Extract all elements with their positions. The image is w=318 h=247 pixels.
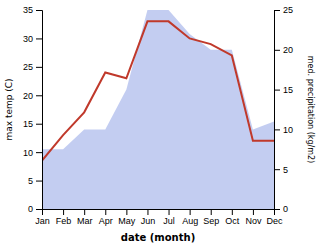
- tick-label: Apr: [99, 216, 113, 226]
- axis-line: [275, 11, 281, 210]
- tick: Jan: [35, 209, 50, 226]
- y2-axis: 0 5 10 15 20 25: [274, 5, 293, 214]
- axis-line: [36, 11, 43, 210]
- tick-mark: [36, 95, 42, 96]
- tick-mark: [36, 124, 42, 125]
- tick: Jul: [163, 209, 175, 226]
- tick: 0: [28, 204, 42, 214]
- y-axis-title: max temp (C): [4, 78, 14, 140]
- tick-label: Jul: [163, 216, 175, 226]
- tick-mark: [274, 169, 280, 170]
- tick-label: 20: [23, 91, 33, 101]
- y-axis: 0 5 10 15 20 25 30 35: [23, 5, 43, 214]
- tick: Feb: [56, 209, 72, 226]
- tick-mark: [274, 10, 280, 11]
- tick: 10: [23, 148, 42, 158]
- tick: 25: [23, 62, 42, 72]
- plot: JanFebMarAprMayJunJulAugSepOctNovDec0510…: [4, 5, 315, 243]
- tick-label: 25: [283, 5, 293, 15]
- tick-label: 5: [28, 176, 33, 186]
- tick-label: 35: [23, 5, 33, 15]
- tick: 15: [23, 119, 42, 129]
- tick-mark: [105, 209, 106, 215]
- tick-label: 10: [283, 125, 293, 135]
- tick-label: 0: [28, 204, 33, 214]
- tick-label: May: [118, 216, 136, 226]
- tick: 15: [274, 85, 293, 95]
- tick: Aug: [182, 209, 198, 226]
- tick-mark: [36, 209, 42, 210]
- tick-label: 10: [23, 148, 33, 158]
- tick: Mar: [77, 209, 93, 226]
- tick-mark: [147, 209, 148, 215]
- tick: Apr: [99, 209, 113, 226]
- tick-label: 25: [23, 62, 33, 72]
- tick: 35: [23, 5, 42, 15]
- tick-mark: [84, 209, 85, 215]
- tick: 30: [23, 34, 42, 44]
- tick-label: Feb: [56, 216, 72, 226]
- x-axis-title: date (month): [121, 232, 195, 243]
- tick: Nov: [245, 209, 262, 226]
- tick-mark: [36, 181, 42, 182]
- tick-mark: [36, 152, 42, 153]
- tick-label: Dec: [266, 216, 283, 226]
- tick: May: [118, 209, 136, 226]
- tick: Oct: [225, 209, 240, 226]
- tick: 20: [23, 91, 42, 101]
- tick-label: Mar: [77, 216, 93, 226]
- tick-label: 30: [23, 34, 33, 44]
- tick-label: Sep: [203, 216, 219, 226]
- tick-mark: [169, 209, 170, 215]
- tick-mark: [274, 90, 280, 91]
- marks: [42, 10, 274, 209]
- tick: Sep: [203, 209, 219, 226]
- tick-label: 5: [283, 165, 288, 175]
- tick: 5: [28, 176, 42, 186]
- tick: Jun: [141, 209, 156, 226]
- tick: 10: [274, 125, 293, 135]
- tick-label: Jan: [35, 216, 50, 226]
- tick-mark: [36, 38, 42, 39]
- tick: 20: [274, 45, 293, 55]
- tick-mark: [63, 209, 64, 215]
- tick-mark: [211, 209, 212, 215]
- y2-axis-title: med. precipitation (kg/m2): [306, 56, 315, 163]
- tick: Dec: [266, 209, 283, 226]
- tick-label: Aug: [182, 216, 198, 226]
- tick: 0: [274, 204, 288, 214]
- tick-label: Nov: [245, 216, 262, 226]
- tick-mark: [274, 129, 280, 130]
- chart: JanFebMarAprMayJunJulAugSepOctNovDec0510…: [0, 0, 318, 247]
- temperature-line: [42, 21, 274, 160]
- tick: 25: [274, 5, 293, 15]
- tick-mark: [190, 209, 191, 215]
- tick-mark: [36, 67, 42, 68]
- tick-label: 15: [23, 119, 33, 129]
- tick-mark: [232, 209, 233, 215]
- tick-label: Oct: [225, 216, 240, 226]
- tick-mark: [126, 209, 127, 215]
- precipitation-area: [42, 10, 274, 209]
- tick-label: 20: [283, 45, 293, 55]
- axis-line: [43, 210, 275, 216]
- tick-label: Jun: [141, 216, 156, 226]
- tick-mark: [274, 50, 280, 51]
- x-axis: Jan Feb Mar Apr May Jun Jul Aug Sep Oct Nov Dec: [35, 209, 283, 226]
- tick-label: 15: [283, 85, 293, 95]
- tick-label: 0: [283, 204, 288, 214]
- tick-mark: [36, 10, 42, 11]
- tick: 5: [274, 165, 288, 175]
- tick-mark: [253, 209, 254, 215]
- tick-mark: [274, 209, 280, 210]
